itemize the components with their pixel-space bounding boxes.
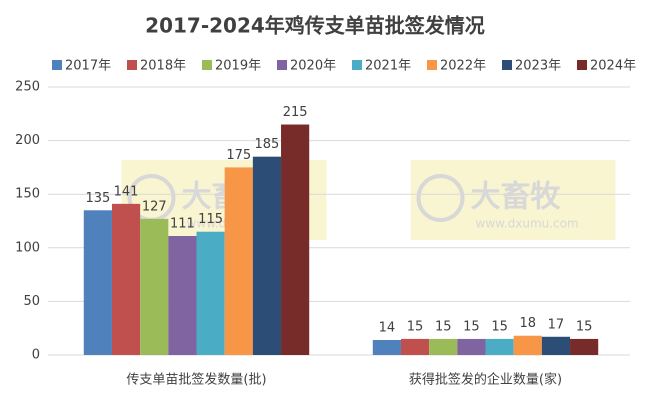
legend-label: 2024年 bbox=[590, 59, 636, 74]
watermark-brand: 大畜牧 bbox=[471, 180, 562, 215]
bar bbox=[252, 156, 282, 355]
bar bbox=[281, 124, 310, 356]
data-label: 15 bbox=[576, 319, 593, 334]
legend-swatch bbox=[577, 60, 587, 70]
legend-label: 2019年 bbox=[215, 59, 261, 74]
bar bbox=[224, 167, 253, 355]
y-tick-label: 150 bbox=[15, 187, 40, 202]
data-label: 15 bbox=[435, 319, 452, 334]
legend-label: 2018年 bbox=[140, 59, 186, 74]
data-label: 18 bbox=[519, 316, 536, 331]
watermark-logo bbox=[416, 174, 465, 222]
legend-swatch bbox=[502, 60, 512, 70]
data-label: 14 bbox=[379, 320, 396, 335]
bar bbox=[513, 335, 542, 355]
y-tick-label: 100 bbox=[15, 240, 40, 255]
watermark-box bbox=[410, 160, 616, 240]
legend-swatch bbox=[52, 60, 62, 70]
bar bbox=[196, 231, 225, 355]
y-tick-label: 200 bbox=[15, 133, 40, 148]
bar bbox=[140, 218, 169, 355]
legend-label: 2021年 bbox=[365, 59, 411, 74]
legend-swatch bbox=[427, 60, 437, 70]
x-tick-label: 传支单苗批签发数量(批) bbox=[126, 372, 266, 388]
x-tick-label: 获得批签发的企业数量(家) bbox=[409, 372, 562, 388]
data-label: 15 bbox=[491, 319, 508, 334]
bar bbox=[457, 338, 486, 355]
legend-swatch bbox=[352, 60, 362, 70]
data-label: 115 bbox=[198, 212, 223, 227]
data-label: 135 bbox=[85, 191, 110, 206]
bar bbox=[541, 336, 571, 355]
data-label: 127 bbox=[142, 199, 167, 214]
legend-swatch bbox=[202, 60, 212, 70]
data-label: 185 bbox=[255, 137, 280, 152]
data-label: 15 bbox=[407, 319, 424, 334]
legend-label: 2017年 bbox=[65, 59, 111, 74]
data-label: 15 bbox=[463, 319, 480, 334]
legend-swatch bbox=[277, 60, 287, 70]
y-tick-label: 50 bbox=[23, 294, 40, 309]
bar bbox=[168, 236, 197, 355]
legend-label: 2022年 bbox=[440, 59, 486, 74]
y-tick-label: 250 bbox=[15, 80, 40, 95]
data-label: 175 bbox=[226, 148, 251, 163]
data-label: 17 bbox=[548, 317, 565, 332]
bar bbox=[570, 338, 599, 355]
legend-label: 2020年 bbox=[290, 59, 336, 74]
legend-label: 2023年 bbox=[515, 59, 561, 74]
data-label: 215 bbox=[283, 105, 308, 120]
bar bbox=[429, 338, 458, 355]
chart-title: 2017-2024年鸡传支单苗批签发情况 bbox=[145, 14, 485, 38]
legend-swatch bbox=[127, 60, 137, 70]
bar bbox=[400, 338, 430, 355]
data-label: 111 bbox=[170, 217, 195, 232]
bar bbox=[485, 338, 514, 355]
bar bbox=[372, 339, 401, 355]
y-tick-label: 0 bbox=[32, 348, 40, 363]
bar bbox=[111, 203, 141, 355]
bar bbox=[83, 210, 112, 355]
watermark-url: www.dxumu.com bbox=[476, 217, 579, 231]
data-label: 141 bbox=[114, 184, 139, 199]
